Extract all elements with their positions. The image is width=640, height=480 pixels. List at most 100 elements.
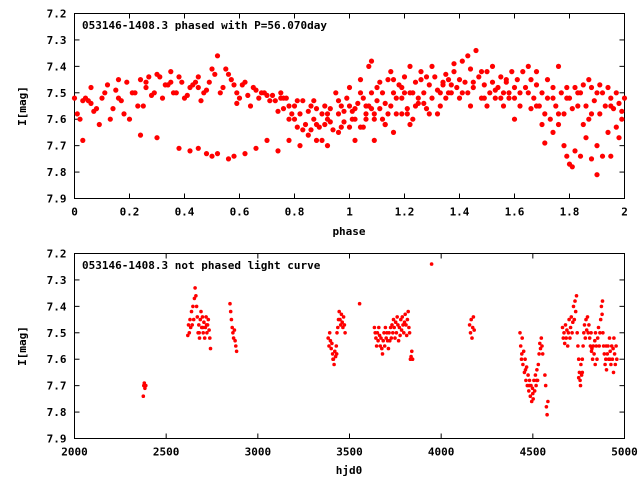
phased-x-tick-label: 0.4 xyxy=(175,206,195,219)
unphased-data-point xyxy=(586,331,590,335)
phased-data-point xyxy=(421,100,427,106)
unphased-data-point xyxy=(599,304,604,309)
unphased-data-point xyxy=(561,336,566,340)
phased-chart-title: 053146-1408.3 phased with P=56.070day xyxy=(82,19,327,32)
phased-data-point xyxy=(126,116,133,122)
phased-data-point xyxy=(459,90,465,96)
unphased-data-point xyxy=(470,336,474,340)
phased-data-point xyxy=(467,103,474,109)
phased-data-point xyxy=(619,116,625,122)
unphased-data-point xyxy=(231,336,236,340)
unphased-data-point xyxy=(560,325,565,330)
phased-data-point xyxy=(335,98,342,104)
phased-data-point xyxy=(360,95,366,101)
phased-data-point xyxy=(404,106,410,112)
unphased-data-point xyxy=(570,331,574,335)
phased-data-point xyxy=(561,111,567,117)
phased-data-point xyxy=(74,111,80,117)
phased-data-point xyxy=(228,77,234,83)
phased-data-point xyxy=(137,132,144,138)
unphased-data-point xyxy=(584,317,588,322)
phased-data-point xyxy=(388,69,394,75)
unphased-data-point xyxy=(530,386,535,391)
phased-data-point xyxy=(531,95,537,101)
unphased-x-tick-label: 3500 xyxy=(336,446,363,459)
phased-data-point xyxy=(533,82,540,88)
unphased-data-point xyxy=(374,344,379,348)
unphased-data-point xyxy=(523,368,528,372)
phased-data-point xyxy=(168,79,174,85)
phased-data-point xyxy=(613,124,619,130)
phased-data-point xyxy=(621,95,628,101)
phased-data-point xyxy=(561,143,567,149)
unphased-data-point xyxy=(611,370,616,375)
phased-data-point xyxy=(404,111,410,117)
unphased-data-point xyxy=(379,336,383,340)
phased-data-point xyxy=(377,79,383,85)
phased-data-point xyxy=(113,87,119,93)
phased-data-point xyxy=(569,106,575,112)
phased-data-point xyxy=(443,95,449,101)
phased-data-point xyxy=(179,79,185,85)
unphased-data-point xyxy=(192,296,197,301)
unphased-data-point xyxy=(198,317,203,322)
phased-data-point xyxy=(599,90,606,96)
phased-data-point xyxy=(517,90,523,96)
phased-data-point xyxy=(82,95,89,101)
unphased-data-point xyxy=(472,328,477,332)
unphased-data-point xyxy=(195,315,200,319)
phased-data-point xyxy=(440,79,446,85)
unphased-data-point xyxy=(188,325,193,330)
unphased-data-point xyxy=(339,312,344,317)
unphased-data-point xyxy=(231,331,235,335)
unphased-data-point xyxy=(197,331,201,335)
phased-data-point xyxy=(379,116,386,122)
phased-data-point xyxy=(305,108,311,114)
phased-data-point xyxy=(555,111,562,117)
phased-data-point xyxy=(338,103,344,109)
phased-data-point xyxy=(575,103,581,109)
phased-data-point xyxy=(335,111,342,117)
unphased-data-point xyxy=(603,362,607,367)
phased-data-point xyxy=(313,106,320,112)
unphased-x-tick-label: 2500 xyxy=(153,446,180,459)
phased-data-point xyxy=(198,98,204,104)
phased-data-point xyxy=(423,74,430,80)
phased-data-point xyxy=(300,98,306,104)
phased-data-point xyxy=(498,74,504,80)
phased-data-point xyxy=(599,153,606,159)
unphased-data-point xyxy=(612,336,616,340)
phased-data-point xyxy=(558,90,564,96)
phased-data-point xyxy=(319,137,325,143)
unphased-y-tick-label: 7.5 xyxy=(47,327,67,340)
unphased-data-point xyxy=(592,352,596,356)
phased-data-point xyxy=(591,98,597,104)
phased-tick-marks: 0 0.2 0.4 0.6 0.8 1 1.2 1.4 1.6 1.8 2 7.2 7.3 7.4 7.5 7… xyxy=(47,8,628,219)
unphased-data-point xyxy=(578,378,582,383)
unphased-data-point xyxy=(144,383,148,388)
phased-data-point xyxy=(148,92,155,98)
phased-data-point xyxy=(308,127,314,133)
phased-x-tick-label: 0.6 xyxy=(230,206,250,219)
unphased-data-point xyxy=(335,331,339,335)
phased-data-point xyxy=(572,84,578,91)
unphased-data-point xyxy=(201,331,205,335)
unphased-data-point xyxy=(326,336,331,340)
unphased-data-point xyxy=(401,323,405,327)
unphased-data-point xyxy=(572,317,577,322)
unphased-data-point xyxy=(469,317,474,322)
phased-data-point xyxy=(294,98,300,104)
phased-data-point xyxy=(168,69,174,75)
phased-data-point xyxy=(195,74,201,80)
phased-data-point xyxy=(401,74,408,80)
unphased-data-point xyxy=(187,331,192,335)
phased-data-point xyxy=(286,116,292,122)
phased-x-axis-label: phase xyxy=(332,225,365,238)
unphased-data-point xyxy=(340,320,345,325)
unphased-data-point xyxy=(562,341,567,346)
phased-data-point xyxy=(176,145,182,151)
phased-data-point xyxy=(525,90,531,96)
phased-data-point xyxy=(583,135,589,141)
phased-data-point xyxy=(470,84,476,91)
